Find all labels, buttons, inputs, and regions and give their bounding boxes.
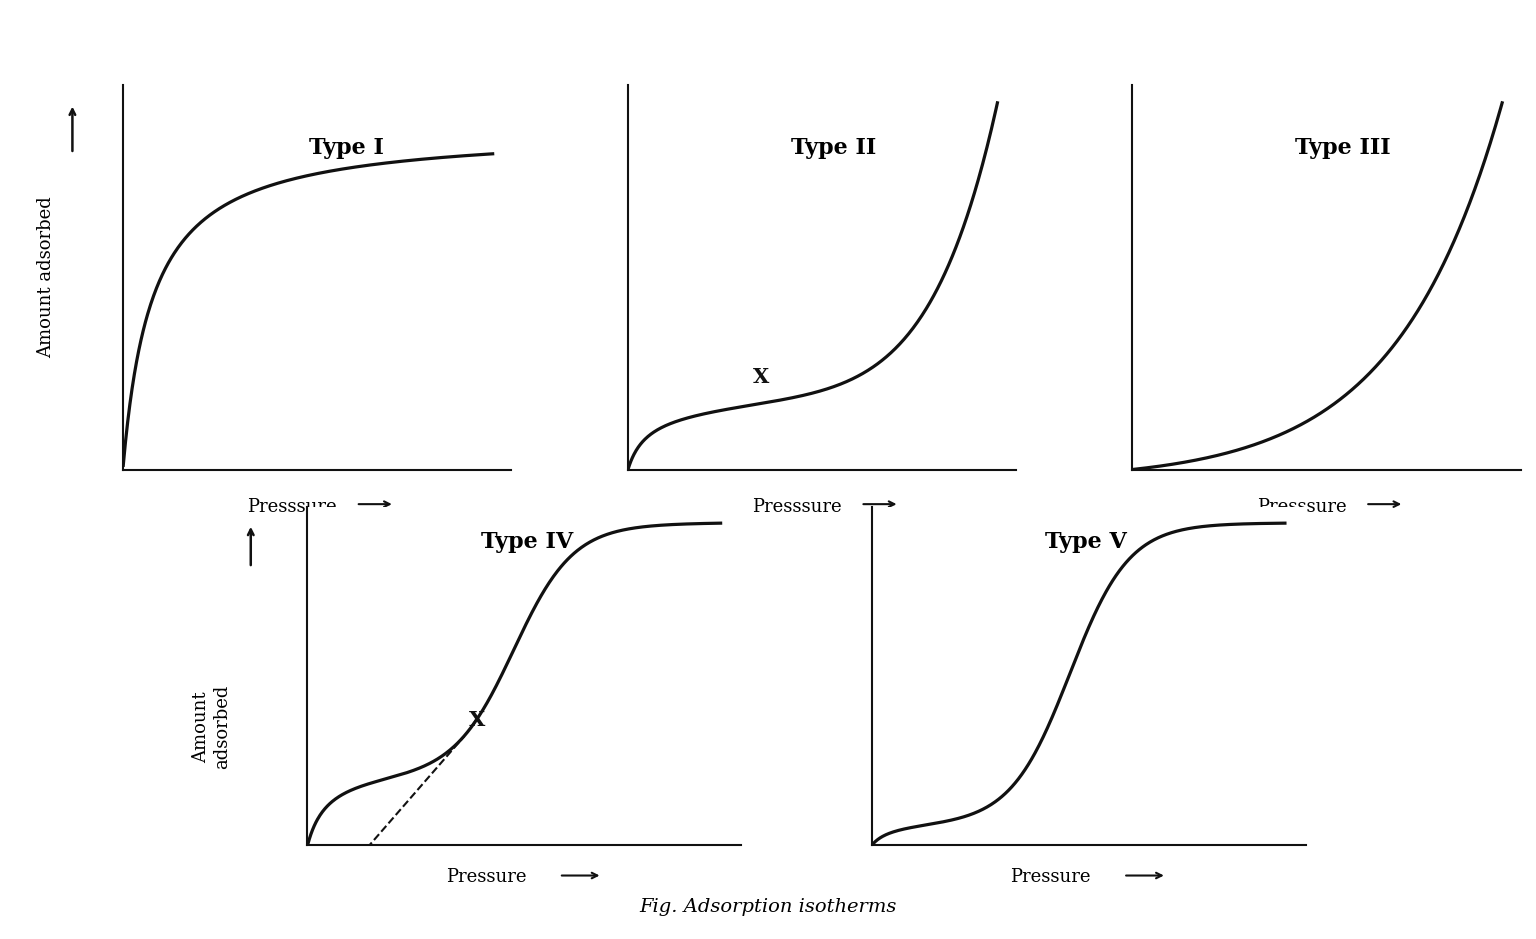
Text: Type I: Type I [309, 137, 384, 159]
Text: Presssure: Presssure [751, 498, 842, 516]
Text: Amount adsorbed: Amount adsorbed [37, 196, 55, 358]
Text: X: X [468, 711, 485, 731]
Text: Type V: Type V [1044, 531, 1127, 553]
Text: Type II: Type II [791, 137, 876, 159]
Text: X: X [753, 367, 770, 387]
Text: Type IV: Type IV [481, 531, 573, 553]
Text: Presssure: Presssure [1256, 498, 1346, 516]
Text: Fig. Adsorption isotherms: Fig. Adsorption isotherms [639, 898, 897, 916]
Text: Pressure: Pressure [445, 869, 527, 886]
Text: Pressure: Pressure [1011, 869, 1091, 886]
Text: Type III: Type III [1295, 137, 1392, 159]
Text: Presssure: Presssure [247, 498, 336, 516]
Text: Amount
adsorbed: Amount adsorbed [192, 685, 230, 769]
